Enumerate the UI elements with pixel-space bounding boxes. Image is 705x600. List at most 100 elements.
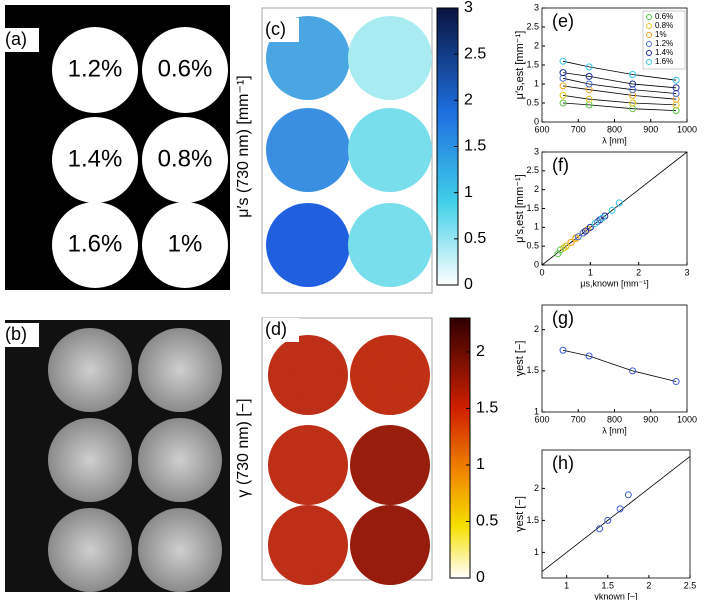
- y-tick-label: 1.5: [526, 515, 539, 525]
- legend-marker: [646, 59, 652, 65]
- panel-label-bg: [550, 154, 580, 176]
- data-point: [596, 525, 604, 533]
- concentration-label: 0.6%: [158, 55, 213, 82]
- data-point: [556, 246, 564, 254]
- x-tick-label: 0: [539, 267, 544, 277]
- data-point: [585, 63, 593, 71]
- data-point: [586, 223, 594, 231]
- x-tick-label: 3: [684, 267, 689, 277]
- data-point: [582, 227, 589, 235]
- x-tick-label: 1: [564, 580, 569, 590]
- concentration-label: 1%: [168, 230, 203, 257]
- data-point: [585, 352, 593, 360]
- colorbar-tick-label: 0: [476, 569, 485, 586]
- fit-line: [562, 95, 677, 106]
- y-tick-label: 0: [534, 259, 539, 269]
- panel-label-bg: [3, 28, 39, 52]
- legend-marker: [646, 32, 652, 38]
- legend-label: 0.6%: [655, 12, 673, 21]
- x-tick-label: 600: [534, 124, 549, 134]
- x-tick-label: 1000: [677, 414, 697, 424]
- panel-label: (e): [552, 11, 574, 31]
- y-tick-label: 2: [534, 483, 539, 493]
- colorbar-tick-label: 0.5: [476, 513, 498, 530]
- y-tick-label: 0.5: [526, 241, 539, 251]
- y-tick-label: 0: [534, 116, 539, 126]
- colorbar-tick-label: 1.5: [464, 138, 486, 155]
- phantom-image: [48, 418, 132, 502]
- data-point: [562, 242, 570, 250]
- panel-label-bg: [550, 10, 580, 32]
- panel-label-bg: [550, 452, 580, 474]
- data-point: [608, 206, 616, 214]
- x-tick-label: 600: [534, 414, 549, 424]
- phantom-well: [142, 202, 228, 288]
- fit-line: [562, 77, 677, 94]
- panel-label: (b): [5, 324, 27, 344]
- phantom-well: [142, 117, 228, 203]
- data-point: [559, 99, 567, 107]
- y-tick-label: 1.5: [526, 59, 539, 69]
- colorbar-label: γ (730 nm) [−]: [235, 398, 252, 497]
- data-point: [672, 378, 680, 386]
- gamma-texture: [350, 335, 430, 415]
- x-tick-label: 1000: [677, 124, 697, 134]
- y-axis-label: γest [−]: [514, 341, 526, 377]
- colorbar-tick-label: 0.5: [464, 230, 486, 247]
- data-point: [559, 69, 567, 77]
- x-axis-label: λ [nm]: [602, 425, 627, 435]
- identity-line: [541, 456, 691, 572]
- panel-label: (c): [265, 19, 286, 39]
- phantom-image: [48, 328, 132, 412]
- y-tick-label: 1: [534, 547, 539, 557]
- scattering-map: [348, 108, 432, 192]
- colorbar-tick-label: 2: [476, 343, 485, 360]
- panel-label: (d): [265, 319, 287, 339]
- y-tick-label: 1: [534, 78, 539, 88]
- data-point: [598, 214, 606, 222]
- panel-label-bg: [3, 323, 39, 347]
- x-axis-label: γknown [−]: [594, 591, 637, 600]
- fit-line: [562, 60, 677, 81]
- fit-line: [562, 85, 677, 100]
- scattering-map: [348, 16, 432, 100]
- data-point: [559, 346, 567, 354]
- y-tick-label: 1.5: [526, 365, 539, 375]
- data-point: [629, 99, 637, 107]
- x-tick-label: 2: [646, 580, 651, 590]
- concentration-label: 1.6%: [68, 230, 123, 257]
- x-tick-label: 700: [571, 414, 586, 424]
- x-tick-label: 900: [643, 414, 658, 424]
- panel-label: (f): [552, 155, 569, 175]
- y-tick-label: 1: [534, 406, 539, 416]
- legend-marker: [646, 14, 652, 20]
- data-point: [615, 199, 623, 207]
- concentration-label: 1.4%: [68, 145, 123, 172]
- y-tick-label: 2: [534, 40, 539, 50]
- scattering-map: [266, 108, 350, 192]
- legend-label: 1.4%: [655, 48, 673, 57]
- data-point: [567, 238, 575, 246]
- colorbar-tick-label: 1.5: [476, 400, 498, 417]
- gamma-texture: [268, 425, 348, 505]
- gamma-texture: [268, 335, 348, 415]
- data-point: [554, 250, 562, 258]
- legend-marker: [646, 41, 652, 47]
- y-tick-label: 0.5: [526, 97, 539, 107]
- legend-label: 1.2%: [655, 39, 673, 48]
- phantom-image: [138, 418, 222, 502]
- phantom-image: [48, 508, 132, 592]
- colorbar-tick-label: 2.5: [464, 45, 486, 62]
- colorbar-tick-label: 1: [476, 456, 485, 473]
- data-point: [629, 80, 637, 88]
- y-tick-label: 3: [534, 146, 539, 156]
- data-point: [672, 76, 680, 84]
- legend-label: 1%: [655, 30, 667, 39]
- data-point: [559, 82, 567, 90]
- panel-label-bg: [263, 318, 299, 342]
- colorbar-tick-label: 3: [464, 0, 473, 16]
- data-point: [585, 95, 593, 103]
- colorbar-label: μ′s (730 nm) [mm⁻¹]: [235, 75, 252, 217]
- data-point: [629, 71, 637, 78]
